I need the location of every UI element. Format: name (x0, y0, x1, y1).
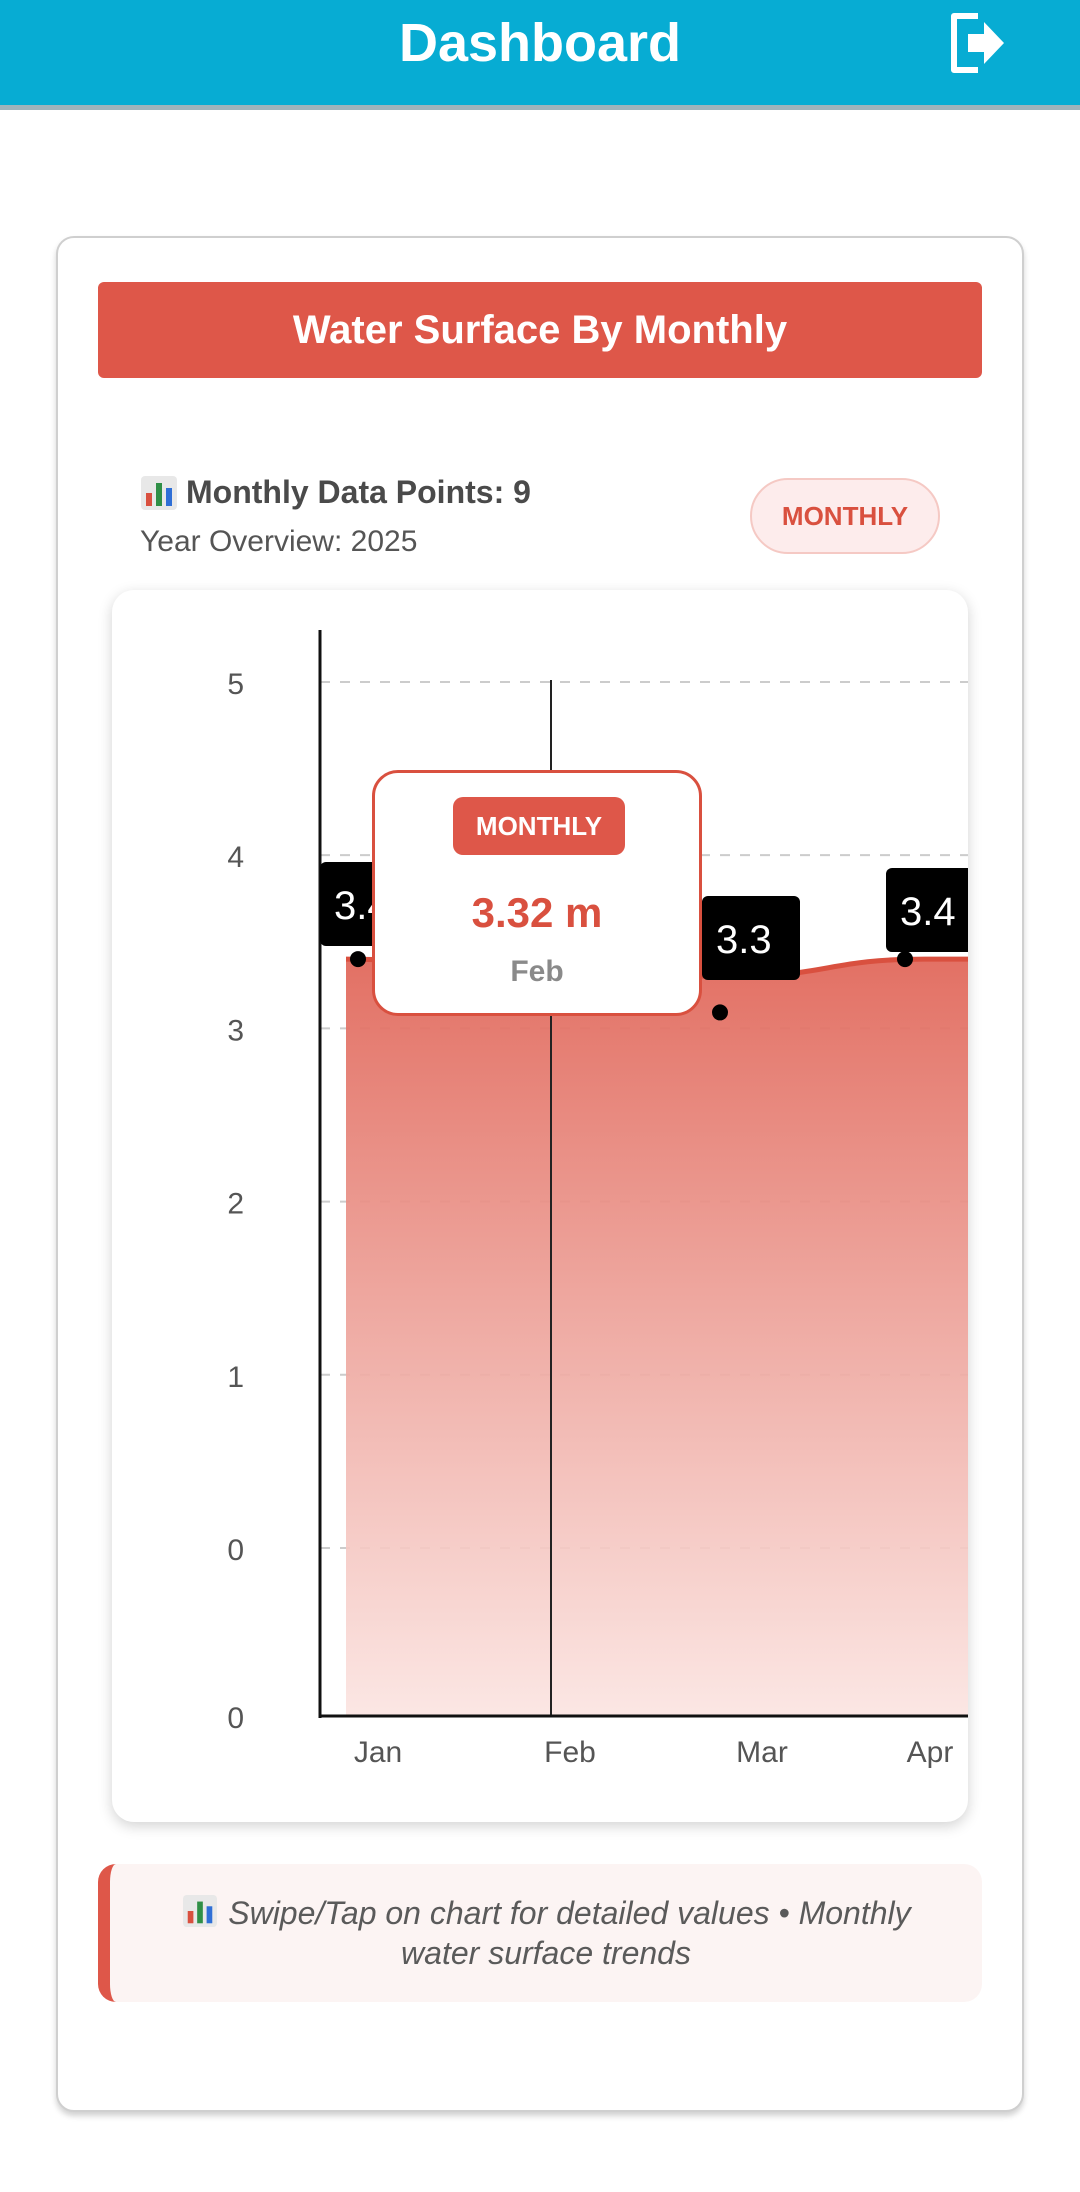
y-tick-label: 3 (227, 1014, 244, 1047)
y-tick-label: 2 (227, 1188, 244, 1221)
data-point (350, 951, 366, 968)
data-label: 3.3 (716, 918, 772, 962)
data-label: 3.4 (900, 890, 956, 934)
logout-icon (951, 13, 1004, 73)
app-bar: Dashboard (0, 0, 1080, 110)
y-tick-label: 4 (227, 841, 244, 874)
tooltip-label: Feb (510, 955, 564, 988)
data-points-count: Monthly Data Points: 9 (186, 474, 531, 510)
page-title: Dashboard (398, 13, 682, 73)
tooltip-value: 3.32 m (471, 889, 603, 936)
bar-chart-icon (183, 1894, 218, 1928)
area-fill (346, 959, 968, 1716)
data-label-box (886, 868, 968, 952)
data-point (897, 951, 913, 968)
y-tick-label: 0 (227, 1702, 244, 1735)
data-label-box (702, 896, 800, 980)
y-tick-label: 1 (227, 1361, 244, 1394)
chart-tooltip: MONTHLY 3.32 m Feb (372, 770, 702, 1016)
x-tick-label: Apr (907, 1736, 954, 1769)
logout-button[interactable] (940, 6, 1014, 80)
tooltip-badge: MONTHLY (453, 797, 625, 855)
y-tick-label: 0 (227, 1534, 244, 1567)
year-overview: Year Overview: 2025 (140, 525, 418, 558)
x-tick-label: Feb (544, 1736, 596, 1769)
period-badge: MONTHLY (750, 478, 940, 554)
chart-hint: Swipe/Tap on chart for detailed values •… (98, 1864, 982, 2002)
hint-text: Swipe/Tap on chart for detailed values •… (228, 1895, 911, 1971)
bar-chart-icon (141, 475, 177, 510)
chart-container[interactable]: 0 0 1 2 3 4 5 3.4 3.3 3.4 Jan Feb Mar Apr (112, 590, 968, 1822)
x-tick-label: Jan (354, 1736, 402, 1769)
card-header: Water Surface By Monthly (98, 282, 982, 378)
x-tick-label: Mar (736, 1736, 788, 1769)
y-tick-label: 5 (227, 668, 244, 701)
data-point (712, 1004, 728, 1021)
chart-info: Monthly Data Points: 9 Year Overview: 20… (140, 474, 531, 559)
